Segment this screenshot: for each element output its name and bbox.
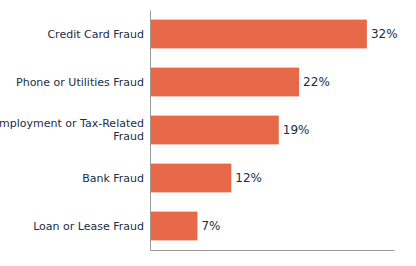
chart-container: Loan or Lease Fraud Bank Fraud Employment … xyxy=(0,0,416,266)
bar xyxy=(150,116,279,145)
y-tick-label: Bank Fraud xyxy=(82,172,144,185)
bar xyxy=(150,212,197,241)
y-tick-label: Phone or Utilities Fraud xyxy=(16,76,144,89)
y-tick-label: Loan or Lease Fraud xyxy=(33,220,144,233)
y-tick: Loan or Lease Fraud xyxy=(33,220,150,233)
y-tick-label-line: Credit Card Fraud xyxy=(47,28,144,41)
y-axis-line xyxy=(150,11,151,251)
x-axis xyxy=(151,250,395,251)
y-tick: Employment or Tax-RelatedFraud xyxy=(0,117,150,142)
chart-svg: Loan or Lease Fraud Bank Fraud Employment … xyxy=(0,0,416,266)
y-tick-label-line: Bank Fraud xyxy=(82,172,144,185)
bar xyxy=(150,164,231,193)
bar xyxy=(150,68,299,97)
data-label: 32% xyxy=(371,27,398,41)
data-label: 19% xyxy=(283,123,310,137)
data-label: 7% xyxy=(201,219,220,233)
bars xyxy=(150,20,367,241)
y-tick-label-line: Phone or Utilities Fraud xyxy=(16,76,144,89)
y-tick-label: Employment or Tax-RelatedFraud xyxy=(0,117,144,142)
y-tick-label: Credit Card Fraud xyxy=(47,28,144,41)
data-label: 22% xyxy=(303,75,330,89)
y-tick-label-line: Loan or Lease Fraud xyxy=(33,220,144,233)
y-tick-label-line: Employment or Tax-Related xyxy=(0,117,144,130)
data-label: 12% xyxy=(235,171,262,185)
y-tick: Bank Fraud xyxy=(82,172,150,185)
y-axis: Loan or Lease Fraud Bank Fraud Employment … xyxy=(0,11,151,251)
y-tick: Phone or Utilities Fraud xyxy=(16,76,150,89)
bar xyxy=(150,20,367,49)
y-tick-label-line: Fraud xyxy=(113,130,144,143)
y-tick: Credit Card Fraud xyxy=(47,28,150,41)
data-labels: 7% 12% 19% 22% 32% xyxy=(201,27,397,233)
x-axis-line xyxy=(151,250,395,251)
